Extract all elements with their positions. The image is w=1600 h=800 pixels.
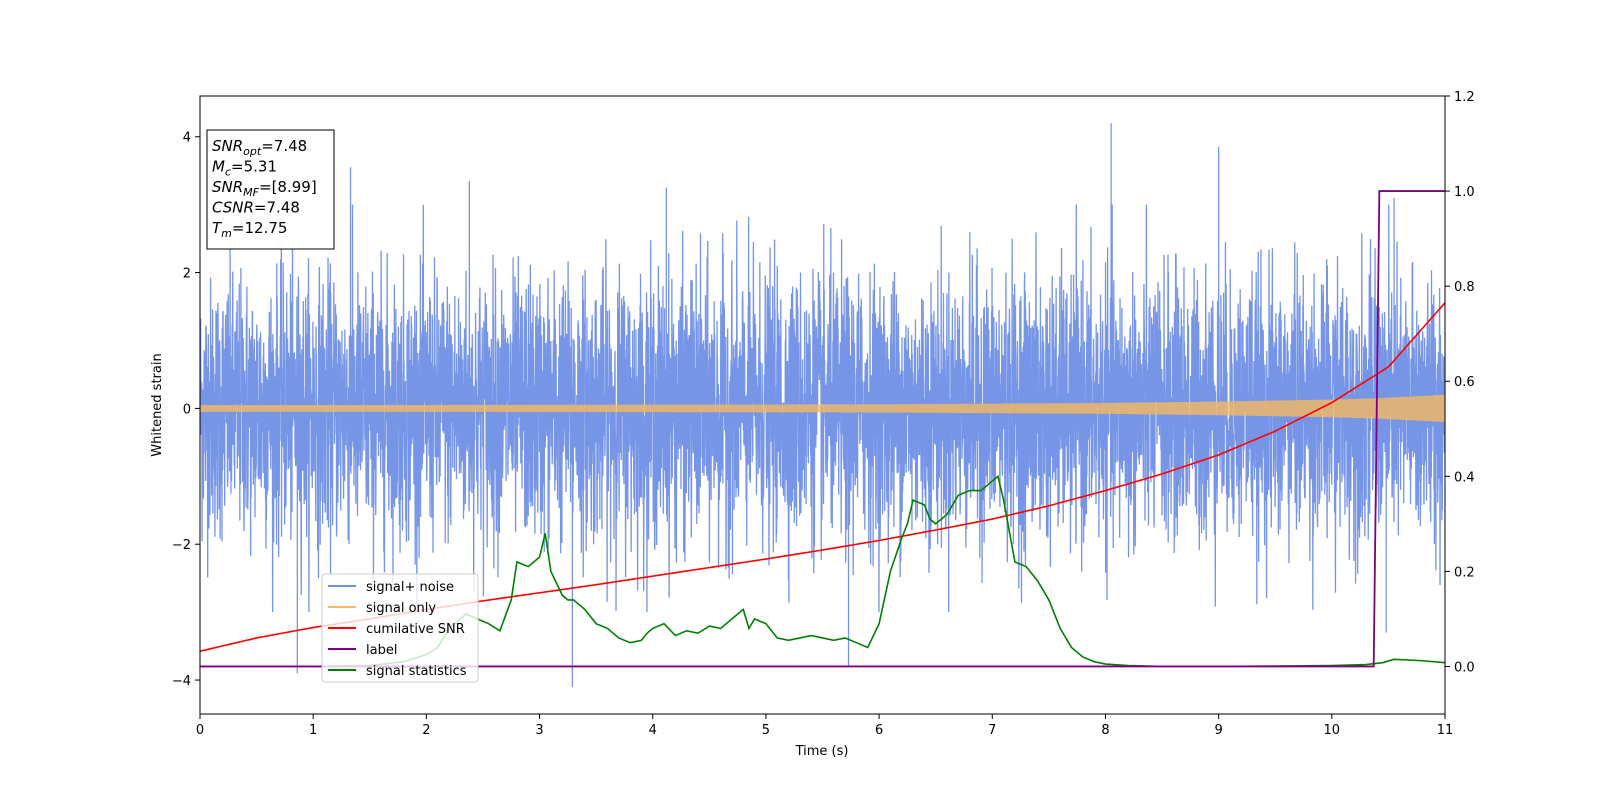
y2-tick-label: 0.8: [1454, 280, 1475, 295]
annotation-line: SNRMF=[8.99]: [212, 178, 317, 199]
signal-noise-series: [200, 123, 1445, 687]
legend-label: label: [366, 643, 397, 658]
y-tick-label: −2: [172, 538, 191, 553]
legend-label: signal+ noise: [366, 580, 454, 595]
label-series: [200, 190, 1445, 668]
y2-tick-label: 0.2: [1454, 565, 1475, 580]
x-tick-label: 5: [762, 723, 770, 738]
y2-tick-label: 1.0: [1454, 185, 1475, 200]
legend-box: [321, 573, 479, 683]
y2-tick-label: 0.6: [1454, 375, 1475, 390]
y2-tick-label: 1.2: [1454, 90, 1475, 105]
x-tick-label: 8: [1101, 723, 1109, 738]
y-tick-label: 2: [183, 267, 191, 282]
x-tick-label: 6: [875, 723, 883, 738]
legend: signal+ noise signal only cumilative SNR la…: [321, 573, 479, 683]
signal-statistics-series: [200, 474, 1445, 668]
x-tick-label: 0: [196, 723, 204, 738]
x-tick-label: 7: [988, 723, 996, 738]
x-axis-label: Time (s): [795, 744, 849, 759]
x-tick-label: 2: [422, 723, 430, 738]
annotation-line: Mc=5.31: [212, 158, 277, 179]
y-axis-label: Whitened strain: [150, 353, 165, 456]
plot-frame: [199, 95, 1446, 715]
annotation-line: SNRopt=7.48: [212, 137, 307, 158]
x-tick-label: 1: [309, 723, 317, 738]
legend-label: signal statistics: [366, 664, 467, 679]
legend-label: cumilative SNR: [366, 622, 465, 637]
y-tick-label: −4: [172, 674, 191, 689]
annotation-line: Tm=12.75: [212, 219, 287, 240]
axis-ticks: 0 1 2 3 4 5 6 7 8 9 10 11 −4 −2 0 2 4 0.0 0.2 0.4 0.6 0.8 1.0 1…: [172, 90, 1475, 738]
y-tick-label: 4: [183, 131, 191, 146]
x-tick-label: 4: [649, 723, 657, 738]
annotation-frame: [206, 129, 335, 250]
y-tick-label: 0: [183, 402, 191, 417]
y2-tick-label: 0.0: [1454, 660, 1475, 675]
y2-tick-label: 0.4: [1454, 470, 1475, 485]
x-tick-label: 9: [1214, 723, 1222, 738]
x-tick-label: 11: [1437, 723, 1454, 738]
annotation-line: CSNR=7.48: [212, 199, 300, 217]
legend-label: signal only: [366, 601, 436, 616]
x-tick-label: 3: [535, 723, 543, 738]
signal-only-series: [200, 394, 1445, 422]
x-tick-label: 10: [1324, 723, 1341, 738]
